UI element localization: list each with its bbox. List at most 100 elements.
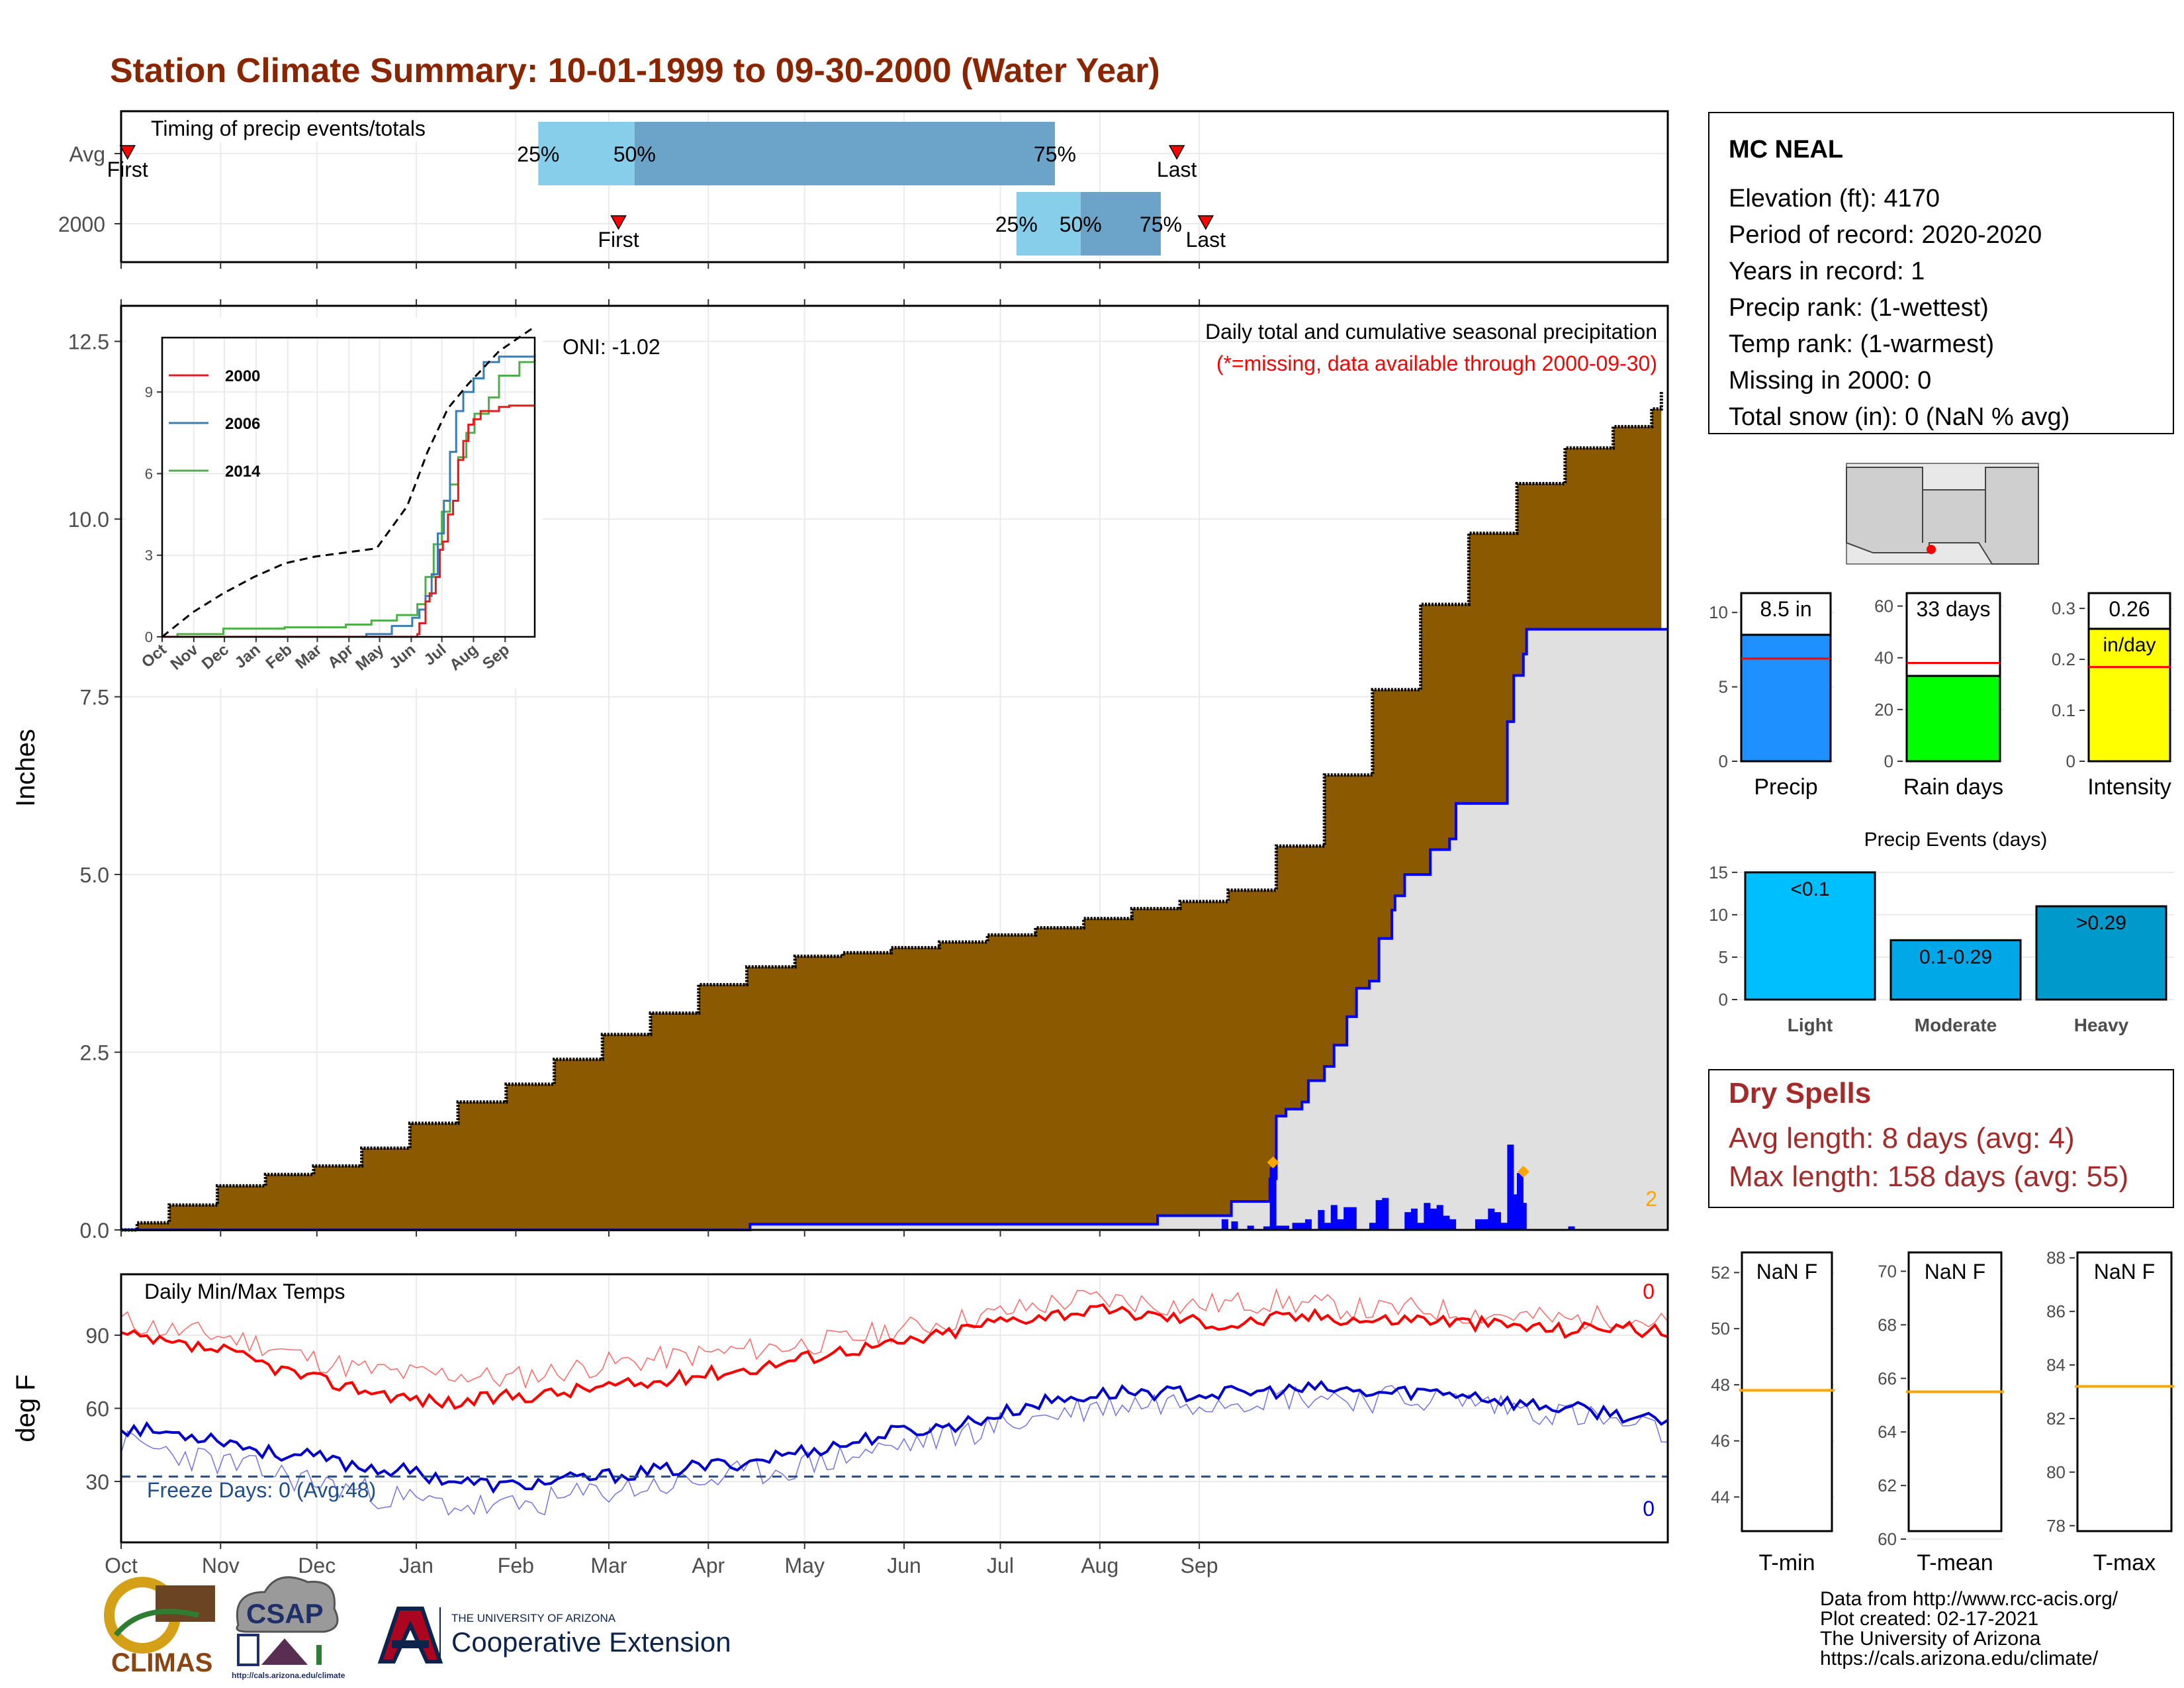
precip-y-tick-label: 2.5 [80, 1041, 109, 1065]
temp-box-y-tick-label: 68 [1878, 1315, 1897, 1335]
daily-precip-bar [1349, 1207, 1357, 1230]
temp-box-y-tick-label: 82 [2046, 1409, 2066, 1429]
oni-value: ONI: -1.02 [563, 335, 660, 359]
inset-legend-label: 2006 [225, 415, 260, 433]
first-marker-label: First [107, 158, 148, 181]
credit-line: Data from http://www.rcc-acis.org/ [1820, 1588, 2118, 1610]
event-bar [1889, 939, 2022, 1001]
temp-box-y-tick-label: 70 [1878, 1261, 1897, 1281]
inset-average-line [161, 326, 535, 638]
event-bar [2035, 905, 2167, 1001]
month-label: Oct [105, 1554, 138, 1577]
inset-legend-label: 2000 [225, 367, 260, 385]
station-info-box: MC NEAL Elevation (ft): 4170 Period of r… [1708, 112, 2174, 434]
temp-panel-title: Daily Min/Max Temps [144, 1280, 345, 1303]
mini-value-bar [1905, 675, 2001, 763]
station-line: Period of record: 2020-2020 [1729, 221, 2042, 249]
mini-y-tick-label: 0.1 [2052, 700, 2075, 720]
last-marker-label: Last [1157, 158, 1197, 181]
daily-precip-bar [1500, 1223, 1508, 1230]
mini-y-tick-label: 20 [1874, 700, 1893, 720]
avg-min-temp-line [120, 1384, 1668, 1516]
event-bar [1744, 871, 1876, 1001]
temp-frame [120, 1273, 1669, 1544]
events-y-tick-label: 5 [1719, 947, 1728, 967]
temp-box-y-tick-label: 80 [2046, 1462, 2066, 1482]
inset-y-tick-label: 0 [145, 629, 153, 645]
month-label: Jan [399, 1554, 433, 1577]
temp-y-axis-label: deg F [11, 1374, 40, 1442]
daily-precip-bar [1304, 1219, 1312, 1230]
mini-y-tick-label: 0 [1884, 751, 1893, 771]
temp-box-y-tick-label: 50 [1711, 1319, 1730, 1338]
daily-precip-bar [1568, 1226, 1575, 1230]
mini-value-text: 33 days [1916, 597, 1990, 621]
daily-precip-bar [1488, 1208, 1495, 1230]
freeze-days-label: Freeze Days: 0 (Avg:48) [147, 1478, 376, 1502]
events-y-tick-label: 0 [1719, 990, 1728, 1009]
station-line: Elevation (ft): 4170 [1729, 185, 1940, 212]
quantile-bar-50-75 [634, 122, 1055, 185]
daily-precip-bar [1283, 1225, 1290, 1230]
figure-title: Station Climate Summary: 10-01-1999 to 0… [110, 52, 1160, 90]
max-temp-line [120, 1303, 1668, 1410]
daily-precip-bar [1417, 1223, 1424, 1230]
temperature-panel: 30 60 90 Freeze Days: 0 (Avg:48) Daily Min/M… [11, 1273, 1669, 1544]
station-marker [1927, 545, 1936, 554]
daily-precip-bar [1375, 1199, 1383, 1230]
mini-y-tick-label: 60 [1874, 596, 1893, 616]
event-category-label: Moderate [1915, 1015, 1997, 1035]
mini-bar-label: Intensity [2087, 774, 2171, 800]
temp-box-value: NaN F [1925, 1260, 1985, 1284]
daily-precip-bar [1475, 1219, 1482, 1230]
temp-box-value: NaN F [2094, 1260, 2155, 1284]
inset-y-tick-label: 6 [145, 465, 153, 482]
station-line: Years in record: 1 [1729, 258, 1925, 285]
dry-spells-box: Dry Spells Avg length: 8 days (avg: 4) M… [1708, 1069, 2174, 1208]
mini-y-tick-label: 40 [1874, 648, 1893, 668]
inset-series-2006 [162, 353, 536, 638]
event-bar-label: >0.29 [2076, 912, 2126, 934]
event-bar-label: 0.1-0.29 [1919, 946, 1992, 968]
mini-y-tick-label: 0.2 [2052, 649, 2075, 669]
mini-value-text: 8.5 in [1760, 597, 1811, 621]
mini-value-label-box [1740, 592, 1832, 636]
month-label: Mar [590, 1554, 627, 1577]
last-marker-label: Last [1186, 228, 1226, 252]
mini-bar-label: Rain days [1903, 774, 2003, 800]
temp-box-y-tick-label: 46 [1711, 1431, 1730, 1451]
month-label: May [785, 1554, 825, 1577]
month-label: Jul [987, 1554, 1014, 1577]
daily-precip-bar [1443, 1215, 1450, 1230]
summary-bar-charts: 0 5 10 8.5 in Precip 0 20 40 60 33 days Rain days 0… [1709, 592, 2174, 800]
mini-value-bar [2087, 628, 2171, 763]
month-label: Sep [1181, 1554, 1218, 1577]
min-temp-line [120, 1380, 1669, 1494]
mini-y-tick-label: 0 [2066, 751, 2075, 771]
temp-box-value: NaN F [1756, 1260, 1817, 1284]
credit-line: https://cals.arizona.edu/climate/ [1820, 1648, 2099, 1669]
temp-y-tick-label: 90 [85, 1324, 109, 1348]
precip-y-tick-label: 5.0 [80, 863, 109, 887]
temp-box-y-tick-label: 78 [2046, 1516, 2066, 1536]
temp-box-label: T-max [2093, 1550, 2156, 1575]
inset-frame [161, 336, 536, 638]
station-line: Temp rank: (1-warmest) [1729, 330, 1994, 358]
event-category-label: Light [1788, 1015, 1833, 1035]
precip-events-chart: Precip Events (days) 0 5 10 15 <0.1 Light 0.1-0… [1709, 829, 2174, 1035]
month-label: Nov [202, 1554, 240, 1577]
year-cumulative-line [121, 628, 1668, 1231]
inset-series-2000 [162, 404, 535, 638]
month-label: Aug [1081, 1554, 1118, 1577]
temp-y-tick-label: 60 [85, 1397, 109, 1421]
station-name: MC NEAL [1729, 136, 1843, 164]
csap-url: http://cals.arizona.edu/climate [232, 1671, 345, 1680]
daily-precip-bar [1424, 1203, 1431, 1230]
daily-precip-bar [1449, 1219, 1457, 1230]
temp-box-label: T-mean [1917, 1550, 1993, 1575]
daily-precip-bar [1481, 1219, 1488, 1230]
daily-precip-bar [1494, 1212, 1502, 1230]
temp-box-y-tick-label: 52 [1711, 1262, 1730, 1282]
daily-precip-bar [1276, 1225, 1283, 1230]
temp-box-label: T-min [1759, 1550, 1815, 1575]
